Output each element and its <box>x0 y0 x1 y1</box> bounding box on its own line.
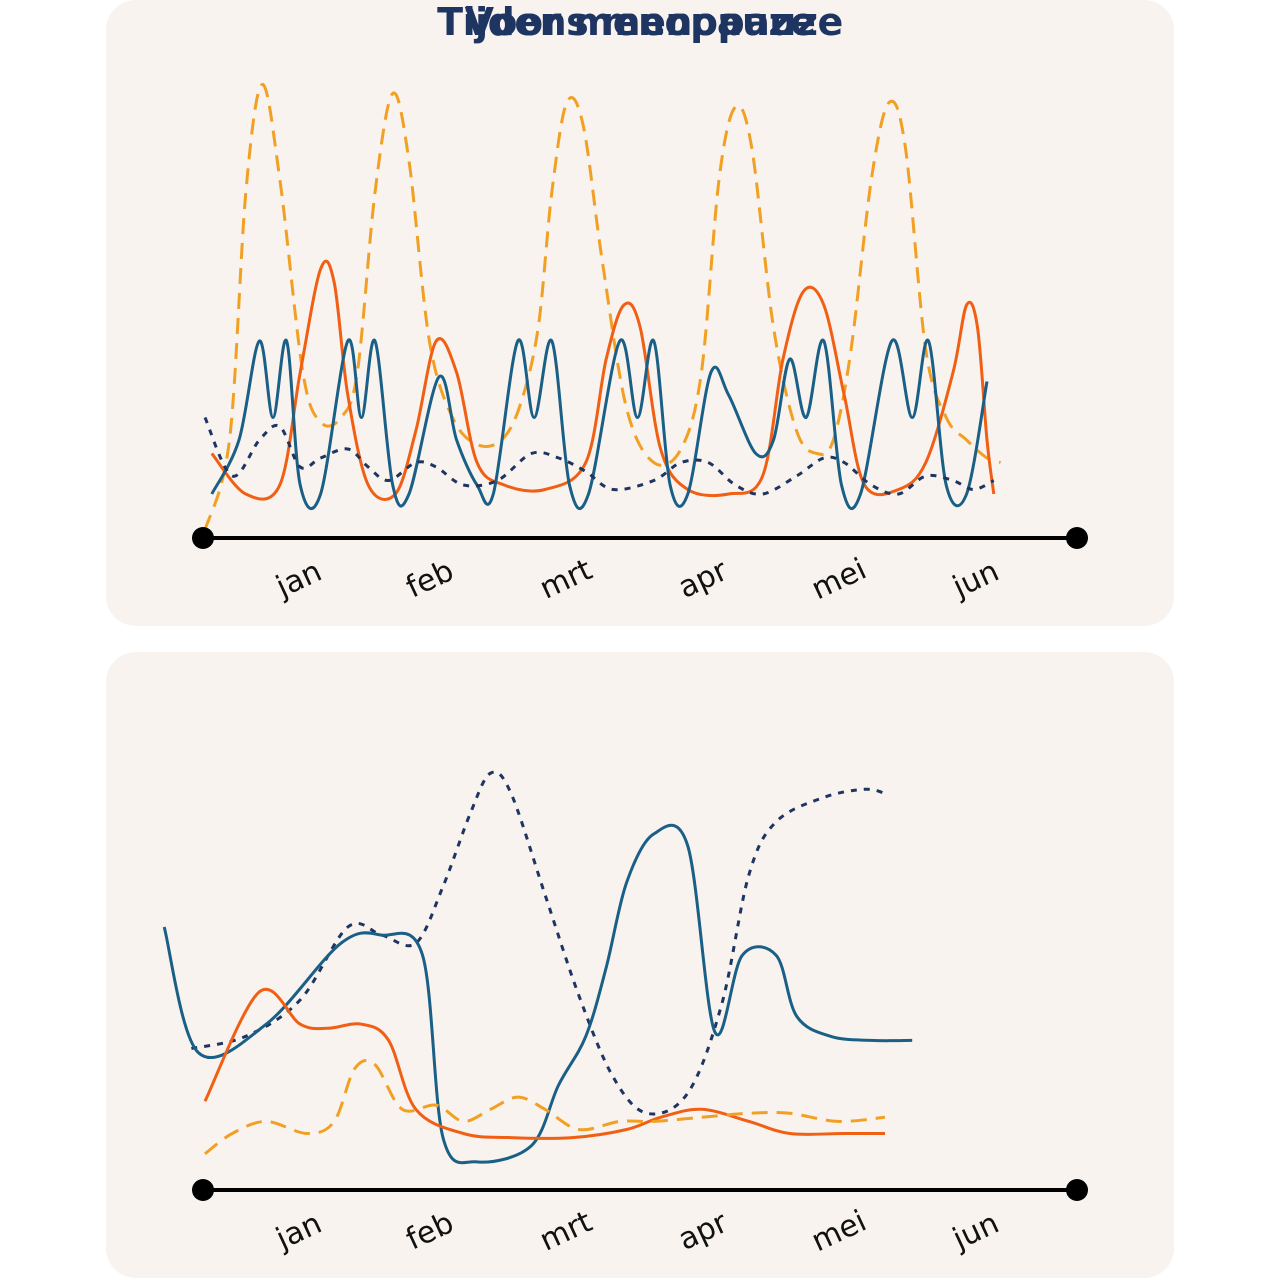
x-tick-label-apr: apr <box>673 553 733 606</box>
axis-start-dot <box>192 527 214 549</box>
x-tick-label-feb: feb <box>401 1205 459 1257</box>
series-line-during-3-solid <box>203 987 885 1140</box>
x-tick-label-jun: jun <box>947 1206 1005 1258</box>
panel-during-menopause <box>106 652 1174 1278</box>
axis-end-dot <box>1066 1179 1088 1201</box>
axis-start-dot <box>192 1179 214 1201</box>
x-tick-label-mrt: mrt <box>534 1204 597 1258</box>
series-line-during-4-dashed <box>204 1059 886 1155</box>
chart-title-before: Voor menopauze <box>464 0 816 44</box>
chart-title-during: Tijdens menopauze <box>437 0 843 44</box>
series-line-before-4-dotted <box>203 416 995 496</box>
x-tick-label-jan: jan <box>270 1206 327 1257</box>
series-line-during-1-dotted <box>191 770 886 1116</box>
panel-before-menopause <box>106 0 1174 626</box>
x-tick-label-jan: jan <box>270 554 327 605</box>
x-tick-label-mei: mei <box>806 552 872 607</box>
axis-end-dot <box>1066 527 1088 549</box>
x-tick-label-jun: jun <box>947 554 1005 606</box>
series-line-before-1-dashed <box>203 82 1002 531</box>
x-tick-label-apr: apr <box>673 1205 733 1258</box>
chart-during: jan feb mrt apr mei jun <box>162 770 1088 1259</box>
chart-before: jan feb mrt apr mei jun <box>192 82 1088 607</box>
x-tick-label-mrt: mrt <box>534 552 597 606</box>
x-tick-label-feb: feb <box>401 553 459 605</box>
series-line-before-2-solid <box>210 259 996 501</box>
series-line-during-2-solid <box>162 823 913 1165</box>
series-line-before-3-solid <box>210 338 989 510</box>
x-tick-label-mei: mei <box>806 1204 872 1259</box>
